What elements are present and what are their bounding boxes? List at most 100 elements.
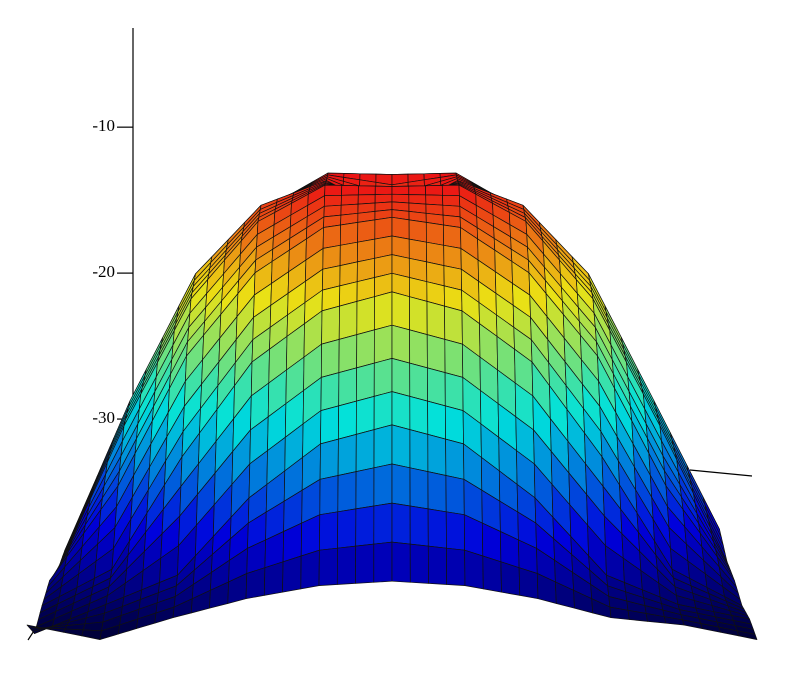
surface-cell bbox=[409, 505, 429, 547]
surface-cell bbox=[282, 555, 302, 593]
surface-cell bbox=[320, 405, 340, 445]
surface-cell bbox=[44, 627, 66, 633]
surface-cell bbox=[319, 438, 339, 480]
surface-cell bbox=[322, 244, 341, 270]
surface-cell bbox=[391, 185, 410, 195]
surface-cell bbox=[356, 329, 375, 369]
surface-cell bbox=[355, 543, 375, 584]
surface-cell bbox=[442, 194, 461, 207]
surface-cell bbox=[427, 508, 447, 549]
z-tick-label: -30 bbox=[92, 408, 115, 427]
surface-cell bbox=[355, 396, 375, 435]
surface-cell bbox=[319, 475, 339, 516]
surface-cell bbox=[409, 467, 429, 510]
surface-cell bbox=[445, 438, 465, 480]
surface-cell bbox=[391, 541, 411, 583]
surface-cell bbox=[444, 339, 464, 378]
surface-cell bbox=[427, 400, 446, 440]
surface-cell bbox=[444, 405, 464, 445]
surface-cell bbox=[443, 244, 462, 270]
surface-cell bbox=[374, 193, 393, 204]
surface-cell bbox=[300, 549, 320, 590]
surface-cell bbox=[318, 547, 338, 586]
surface-cell bbox=[320, 339, 340, 378]
surface-cell bbox=[337, 434, 357, 476]
surface-cell bbox=[446, 547, 466, 586]
surface-cell bbox=[81, 629, 102, 640]
surface-cell bbox=[409, 429, 429, 472]
surface-cell bbox=[427, 545, 448, 585]
surface-cell bbox=[408, 194, 427, 205]
surface-cell bbox=[482, 555, 502, 593]
surface-cell bbox=[319, 511, 339, 551]
surface-cell bbox=[427, 367, 446, 407]
surface-cell bbox=[82, 621, 104, 632]
surface-cell bbox=[443, 224, 462, 249]
surface-cell bbox=[373, 541, 393, 583]
surface-cell bbox=[373, 324, 393, 364]
surface-cell bbox=[427, 434, 447, 476]
surface-cell bbox=[409, 329, 428, 369]
surface-cell bbox=[373, 424, 393, 469]
surface-cell bbox=[374, 185, 393, 195]
surface-cell bbox=[500, 561, 521, 596]
surface-cell bbox=[355, 505, 375, 547]
surface-cell bbox=[391, 216, 410, 240]
surface bbox=[26, 172, 758, 640]
surface-cell bbox=[444, 305, 463, 345]
surface-cell bbox=[374, 216, 393, 240]
z-tick-label: -20 bbox=[92, 262, 115, 281]
surface-cell bbox=[373, 391, 393, 430]
surface-cell bbox=[336, 545, 357, 585]
surface-cell bbox=[464, 549, 484, 590]
surface-cell bbox=[391, 424, 411, 469]
surface-cell bbox=[337, 471, 357, 513]
surface-cell bbox=[355, 429, 375, 472]
surface-cell bbox=[425, 185, 443, 196]
surface-cell bbox=[338, 301, 358, 340]
surface-cell bbox=[356, 296, 375, 335]
surface-cell bbox=[339, 222, 359, 246]
surface-cell bbox=[409, 362, 428, 402]
surface-cell bbox=[337, 508, 357, 549]
surface-cell bbox=[391, 193, 410, 204]
surface-cell bbox=[322, 224, 341, 249]
surface-cell bbox=[391, 291, 410, 331]
surface-cell bbox=[426, 334, 446, 373]
surface-cell bbox=[408, 185, 427, 196]
surface-cell bbox=[323, 194, 342, 207]
surface-cell bbox=[357, 185, 376, 196]
surface-cell bbox=[409, 543, 429, 584]
surface-cell bbox=[341, 185, 359, 196]
surface-cell bbox=[427, 471, 447, 513]
surface-cell bbox=[736, 630, 758, 640]
surface-cell bbox=[63, 628, 84, 637]
surface-cell bbox=[357, 194, 376, 205]
surface-cell bbox=[444, 372, 464, 411]
surface-cell bbox=[356, 362, 375, 402]
surface-cell bbox=[425, 222, 445, 246]
surface-cell bbox=[338, 367, 357, 407]
surface-cell bbox=[391, 358, 411, 397]
surface-cell bbox=[355, 467, 375, 510]
surface-cell bbox=[441, 184, 460, 197]
surface-cell bbox=[373, 358, 393, 397]
z-tick-label: -10 bbox=[92, 116, 115, 135]
surface-cell bbox=[409, 296, 428, 335]
surface-cell bbox=[263, 561, 284, 596]
surface-cell bbox=[445, 475, 465, 516]
surface-cell bbox=[391, 502, 411, 545]
surface-cell bbox=[391, 463, 411, 507]
surface-cell bbox=[425, 194, 444, 206]
surface-cell bbox=[409, 396, 429, 435]
surface-cell bbox=[445, 511, 465, 551]
surface-cell bbox=[338, 334, 358, 373]
surface-cell bbox=[357, 219, 376, 243]
surface-cell bbox=[373, 463, 393, 507]
surface-cell bbox=[408, 219, 427, 243]
surface-cell bbox=[320, 372, 340, 411]
surface-cell bbox=[338, 400, 357, 440]
surface-cell bbox=[321, 305, 340, 345]
